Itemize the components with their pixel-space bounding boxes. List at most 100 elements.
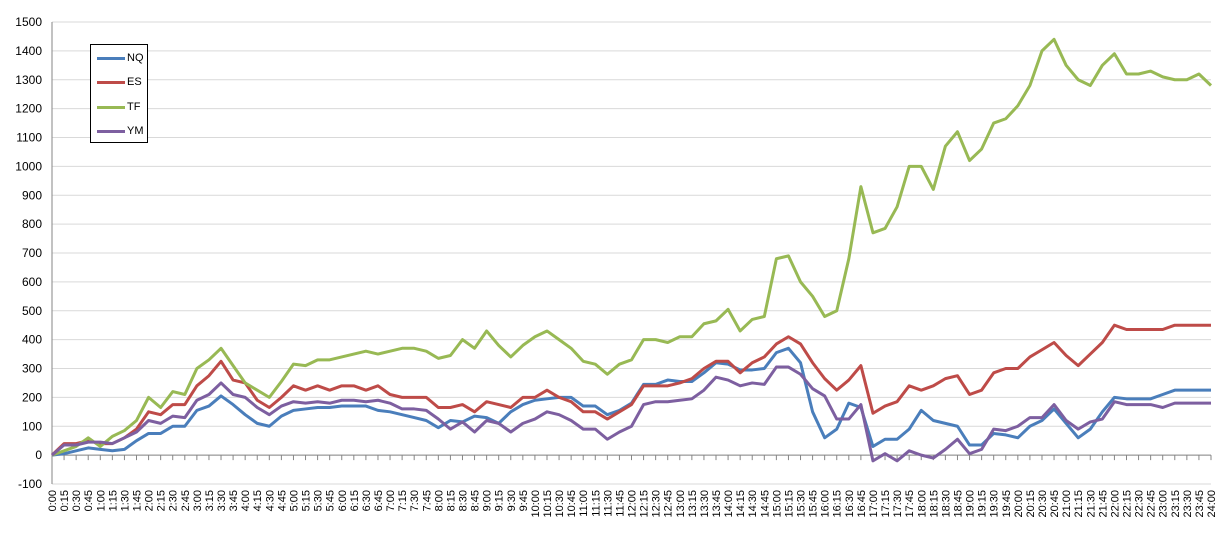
y-tick-label: 500 [22, 304, 42, 318]
x-tick-label: 13:45 [711, 490, 723, 518]
x-tick-label: 18:00 [916, 490, 928, 518]
x-tick-label: 2:45 [180, 490, 192, 511]
legend-label-ym: YM [127, 125, 144, 137]
x-tick-label: 2:30 [168, 490, 180, 511]
y-tick-label: 1400 [15, 44, 42, 58]
x-tick-label: 10:30 [554, 490, 566, 518]
x-tick-label: 20:30 [1037, 490, 1049, 518]
series-line-ym [51, 365, 1211, 463]
x-tick-label: 8:00 [433, 490, 445, 511]
x-tick-label: 11:30 [602, 490, 614, 517]
x-tick-label: 17:45 [904, 490, 916, 518]
x-tick-label: 11:15 [590, 490, 602, 517]
x-tick-label: 22:00 [1109, 490, 1121, 518]
x-tick-label: 11:45 [614, 490, 626, 517]
x-tick-label: 8:30 [457, 490, 469, 511]
x-tick-label: 6:00 [337, 490, 349, 511]
legend-label-es: ES [127, 76, 142, 88]
x-tick-label: 24:00 [1206, 490, 1218, 518]
x-tick-label: 20:15 [1025, 490, 1037, 518]
x-tick-label: 0:30 [71, 490, 83, 511]
x-tick-label: 8:45 [470, 490, 482, 511]
x-tick-label: 15:45 [808, 490, 820, 518]
x-tick-label: 22:30 [1134, 490, 1146, 518]
y-tick-label: 1200 [15, 102, 42, 116]
y-tick-label: -100 [18, 477, 42, 491]
x-tick-label: 1:30 [119, 490, 131, 511]
x-tick-label: 9:45 [518, 490, 530, 511]
x-tick-label: 17:00 [868, 490, 880, 518]
legend-swatch-ym [97, 129, 125, 133]
y-tick-label: 0 [35, 448, 42, 462]
x-tick-label: 23:45 [1194, 490, 1206, 518]
x-tick-label: 3:00 [192, 490, 204, 511]
x-tick-label: 22:45 [1146, 490, 1158, 518]
y-tick-label: 1100 [16, 131, 42, 145]
x-tick-label: 3:15 [204, 490, 216, 511]
x-tick-label: 1:45 [132, 490, 144, 511]
legend-label-nq: NQ [127, 52, 144, 64]
legend-item-tf: TF [97, 100, 140, 114]
x-tick-label: 21:30 [1085, 490, 1097, 518]
x-tick-label: 6:45 [373, 490, 385, 511]
x-tick-label: 16:30 [844, 490, 856, 518]
legend-swatch-tf [97, 105, 125, 109]
legend-label-tf: TF [127, 101, 141, 113]
x-tick-label: 13:30 [699, 490, 711, 518]
gridlines [51, 21, 1211, 485]
x-tick-label: 16:45 [856, 490, 868, 518]
x-tick-label: 0:15 [59, 490, 71, 511]
x-tick-label: 5:15 [301, 490, 313, 511]
x-axis: 0:00 0:15 0:30 0:45 1:00 1:15 1:30 1:45 2:00 2:15… [47, 454, 1218, 518]
x-tick-label: 10:15 [542, 490, 554, 518]
x-tick-label: 21:45 [1097, 490, 1109, 518]
x-tick-label: 5:00 [288, 490, 300, 511]
x-tick-label: 15:00 [771, 490, 783, 518]
legend-swatch-es [97, 80, 125, 84]
y-tick-label: 100 [22, 419, 42, 433]
x-tick-label: 4:45 [276, 490, 288, 511]
x-tick-label: 10:00 [530, 490, 542, 518]
x-tick-label: 10:45 [566, 490, 578, 518]
x-tick-label: 21:15 [1073, 490, 1085, 518]
x-tick-label: 9:30 [506, 490, 518, 511]
x-tick-label: 13:15 [687, 490, 699, 518]
legend-swatch-nq [97, 56, 125, 60]
x-tick-label: 5:30 [313, 490, 325, 511]
x-tick-label: 15:15 [783, 490, 795, 518]
x-tick-label: 5:45 [325, 490, 337, 511]
legend-item-es: ES [97, 75, 142, 89]
x-tick-label: 18:15 [928, 490, 940, 518]
y-tick-label: 600 [22, 275, 42, 289]
x-tick-label: 21:00 [1061, 490, 1073, 518]
y-tick-label: 1500 [15, 15, 42, 29]
x-tick-label: 18:45 [952, 490, 964, 518]
x-tick-label: 9:00 [482, 490, 494, 511]
x-tick-label: 14:15 [735, 490, 747, 518]
x-tick-label: 17:30 [892, 490, 904, 518]
y-tick-label: 900 [22, 188, 42, 202]
x-tick-label: 18:30 [940, 490, 952, 518]
x-tick-label: 0:45 [83, 490, 95, 511]
y-tick-label: 300 [22, 362, 42, 376]
series-line-tf [51, 37, 1213, 457]
x-tick-label: 16:15 [832, 490, 844, 518]
y-tick-label: 1300 [15, 73, 42, 87]
x-tick-label: 3:30 [216, 490, 228, 511]
x-tick-label: 14:30 [747, 490, 759, 518]
x-tick-label: 19:15 [977, 490, 989, 518]
x-tick-label: 19:30 [989, 490, 1001, 518]
x-tick-label: 12:45 [663, 490, 675, 518]
x-tick-label: 8:15 [445, 490, 457, 511]
x-tick-label: 6:30 [361, 490, 373, 511]
x-tick-label: 19:00 [965, 490, 977, 518]
x-tick-label: 1:00 [95, 490, 107, 511]
x-tick-label: 7:30 [409, 490, 421, 511]
x-tick-label: 4:15 [252, 490, 264, 511]
x-tick-label: 7:15 [397, 490, 409, 511]
x-tick-label: 1:15 [107, 490, 119, 511]
y-tick-label: 200 [22, 390, 42, 404]
legend-item-ym: YM [97, 124, 144, 138]
x-tick-label: 23:15 [1170, 490, 1182, 518]
